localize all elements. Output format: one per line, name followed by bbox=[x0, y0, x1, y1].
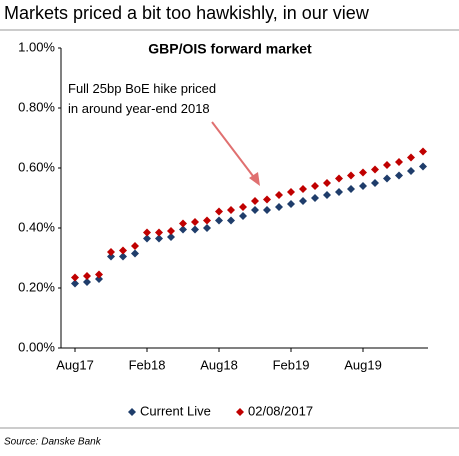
marker bbox=[323, 191, 331, 199]
page-title: Markets priced a bit too hawkishly, in o… bbox=[4, 3, 370, 23]
y-tick-label: 0.60% bbox=[18, 159, 55, 174]
marker bbox=[395, 158, 403, 166]
marker bbox=[419, 147, 427, 156]
marker bbox=[143, 228, 151, 237]
y-tick-label: 0.00% bbox=[18, 339, 55, 354]
marker bbox=[203, 216, 211, 225]
x-tick-label: Aug19 bbox=[344, 357, 382, 372]
x-tick-label: Feb18 bbox=[129, 357, 166, 372]
marker bbox=[311, 194, 319, 202]
x-tick-label: Feb19 bbox=[273, 357, 310, 372]
marker bbox=[275, 203, 283, 211]
marker bbox=[299, 197, 307, 205]
marker bbox=[131, 249, 139, 258]
marker bbox=[263, 195, 271, 204]
y-tick-label: 1.00% bbox=[18, 39, 55, 54]
marker bbox=[359, 168, 367, 177]
marker bbox=[371, 179, 379, 187]
marker bbox=[311, 182, 319, 190]
legend-marker bbox=[236, 408, 244, 416]
marker bbox=[227, 216, 235, 225]
marker bbox=[155, 234, 163, 243]
marker bbox=[407, 153, 415, 162]
marker bbox=[143, 234, 151, 243]
marker bbox=[335, 188, 343, 196]
annotation: Full 25bp BoE hike priced in around year-… bbox=[68, 81, 216, 116]
x-tick-label: Aug17 bbox=[56, 357, 94, 372]
legend-label: 02/08/2017 bbox=[248, 403, 313, 418]
marker bbox=[107, 248, 115, 256]
marker bbox=[419, 162, 427, 171]
marker bbox=[335, 174, 343, 183]
marker bbox=[203, 224, 211, 232]
marker bbox=[131, 242, 139, 250]
y-tick-label: 0.20% bbox=[18, 279, 55, 294]
marker bbox=[119, 246, 127, 255]
marker bbox=[155, 228, 163, 237]
marker bbox=[71, 279, 79, 288]
marker bbox=[275, 191, 283, 199]
marker bbox=[83, 278, 91, 286]
y-tick-label: 0.80% bbox=[18, 99, 55, 114]
x-tick-label: Aug18 bbox=[200, 357, 238, 372]
marker bbox=[179, 225, 187, 234]
marker bbox=[239, 212, 247, 220]
marker bbox=[383, 174, 391, 183]
marker bbox=[215, 216, 223, 225]
marker bbox=[191, 225, 199, 234]
y-tick-label: 0.40% bbox=[18, 219, 55, 234]
marker bbox=[239, 203, 247, 211]
marker bbox=[407, 167, 415, 175]
marker bbox=[347, 171, 355, 180]
marker bbox=[215, 207, 223, 216]
marker bbox=[83, 272, 91, 280]
marker bbox=[323, 179, 331, 187]
marker bbox=[287, 200, 295, 208]
chart-title: GBP/OIS forward market bbox=[148, 41, 312, 57]
marker bbox=[347, 185, 355, 193]
marker bbox=[263, 206, 271, 214]
marker bbox=[299, 185, 307, 193]
marker bbox=[287, 188, 295, 196]
marker bbox=[71, 273, 79, 282]
marker bbox=[119, 252, 127, 261]
marker bbox=[107, 252, 115, 261]
source: Source: Danske Bank bbox=[4, 437, 102, 448]
marker bbox=[359, 182, 367, 190]
marker bbox=[167, 227, 175, 235]
marker bbox=[371, 165, 379, 174]
marker bbox=[395, 171, 403, 180]
marker bbox=[383, 161, 391, 169]
marker bbox=[227, 206, 235, 214]
marker bbox=[167, 233, 175, 241]
marker bbox=[191, 218, 199, 226]
arrow-head bbox=[249, 172, 260, 186]
marker bbox=[179, 219, 187, 228]
marker bbox=[95, 275, 103, 283]
annotation-arrow bbox=[211, 121, 257, 181]
marker bbox=[251, 197, 259, 205]
legend-marker bbox=[128, 408, 136, 416]
marker bbox=[251, 206, 259, 214]
legend-label: Current Live bbox=[140, 403, 211, 418]
marker bbox=[95, 270, 103, 279]
